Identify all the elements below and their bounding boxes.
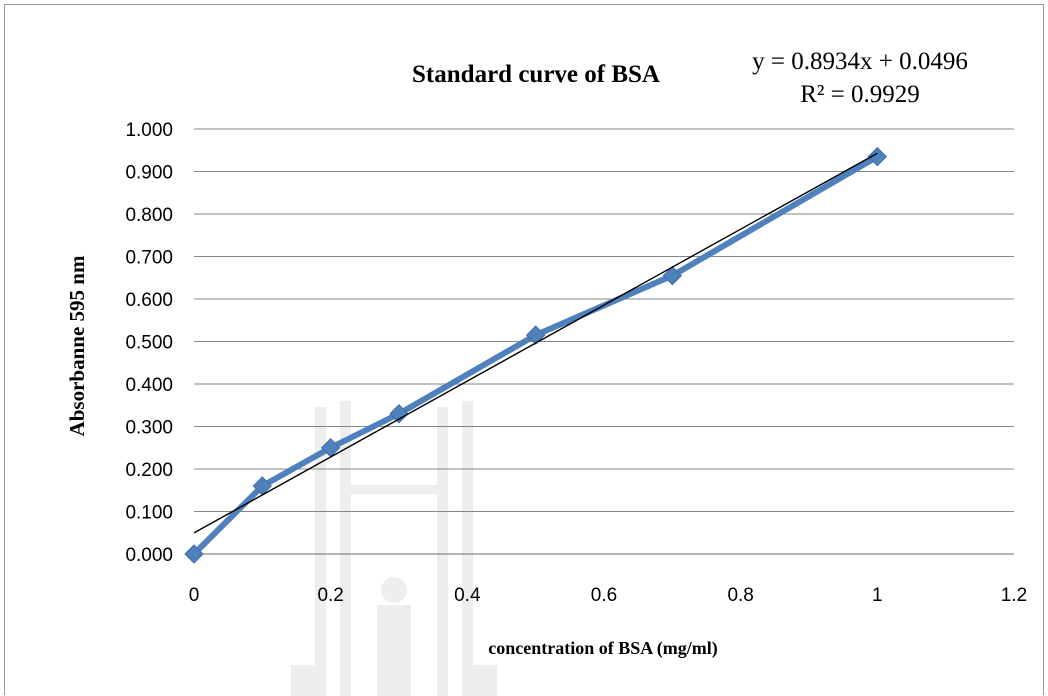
trendline-equation: y = 0.8934x + 0.0496 — [752, 48, 968, 75]
series-line — [191, 153, 881, 557]
data-point-marker — [662, 265, 683, 286]
data-point-marker — [867, 146, 888, 167]
y-tick-label: 0.400 — [125, 375, 173, 396]
y-tick-label: 0.900 — [125, 163, 173, 184]
chart-canvas: Standard curve of BSA y = 0.8934x + 0.04… — [65, 48, 1028, 696]
y-tick-label: 0.200 — [125, 460, 173, 481]
chart-title: Standard curve of BSA — [412, 61, 660, 88]
y-tick-label: 0.300 — [125, 418, 173, 439]
y-tick-label: 1.000 — [125, 120, 173, 141]
x-tick-label: 1 — [872, 585, 883, 606]
data-point-marker — [525, 325, 546, 345]
x-tick-label: 0.2 — [317, 585, 343, 606]
watermark — [291, 401, 497, 696]
y-axis-label: Absorbanne 595 nm — [65, 255, 89, 436]
data-point-marker — [389, 404, 409, 424]
y-axis-tick-labels: 0.000 0.100 0.200 0.300 0.400 0.500 0.600 0.700… — [125, 120, 173, 566]
chart-frame: Standard curve of BSA y = 0.8934x + 0.04… — [4, 4, 1044, 696]
data-point-marker — [184, 544, 204, 564]
gridlines — [194, 128, 1014, 512]
x-tick-label: 0.4 — [454, 585, 481, 606]
x-tick-label: 0.6 — [591, 585, 617, 606]
x-tick-label: 0 — [189, 585, 200, 606]
y-tick-label: 0.500 — [125, 333, 173, 354]
y-tick-label: 0.600 — [125, 290, 173, 311]
data-series — [184, 146, 888, 564]
x-tick-label: 0.8 — [727, 585, 753, 606]
x-axis-label: concentration of BSA (mg/ml) — [488, 638, 717, 659]
y-tick-label: 0.000 — [125, 545, 173, 566]
y-tick-label: 0.100 — [125, 503, 173, 524]
x-tick-label: 1.2 — [1001, 585, 1027, 606]
trendline — [193, 152, 878, 534]
y-tick-label: 0.700 — [125, 248, 173, 269]
y-tick-label: 0.800 — [125, 205, 173, 226]
x-axis-tick-labels: 0 0.2 0.4 0.6 0.8 1 1.2 — [189, 585, 1028, 606]
trendline-r-squared: R² = 0.9929 — [800, 81, 920, 108]
